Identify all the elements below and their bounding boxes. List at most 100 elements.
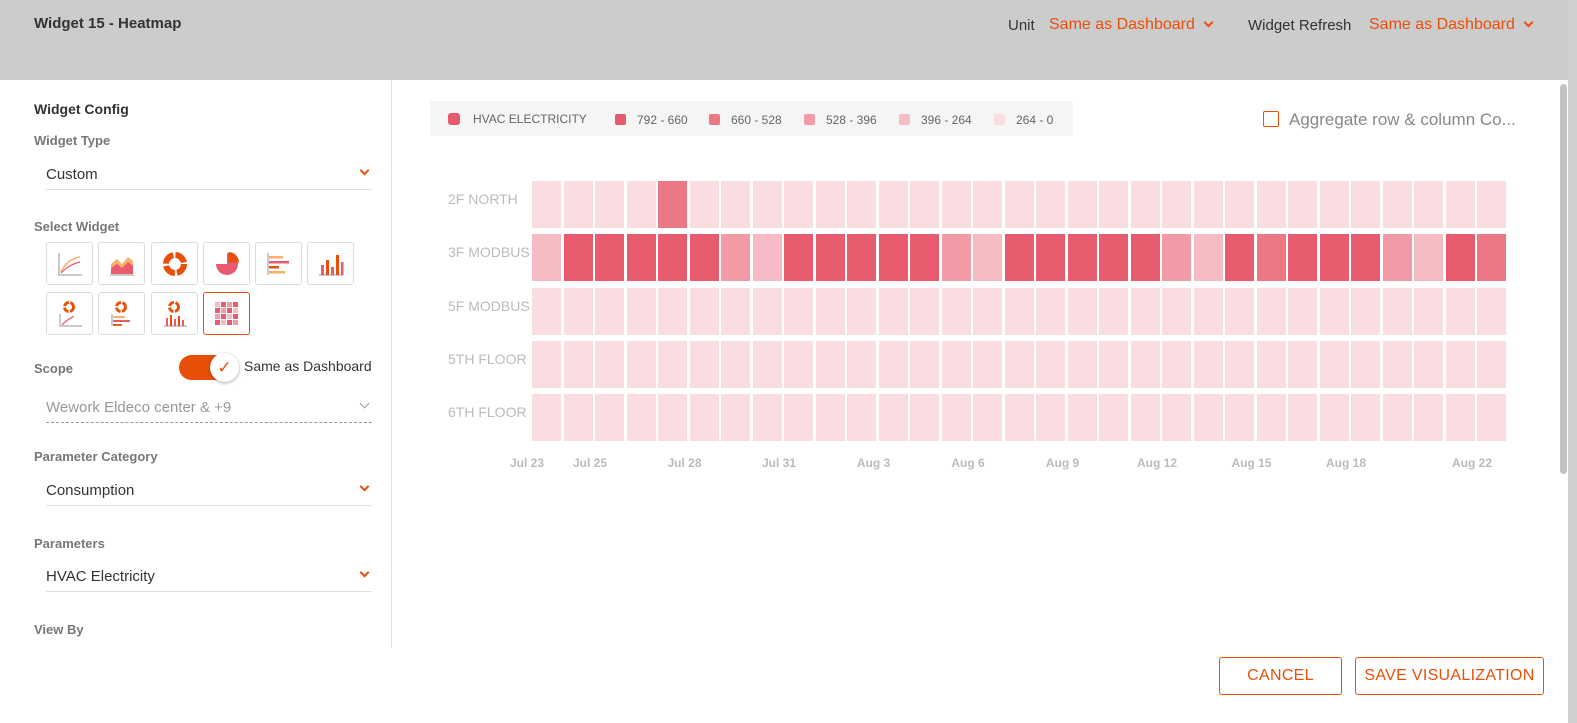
- heatmap-cell[interactable]: [1445, 234, 1475, 282]
- horizontal-bar-chart-option[interactable]: [255, 242, 302, 285]
- heatmap-cell[interactable]: [626, 234, 656, 282]
- heatmap-cell[interactable]: [1414, 234, 1443, 282]
- heatmap-cell[interactable]: [595, 287, 624, 335]
- heatmap-cell[interactable]: [752, 287, 782, 335]
- heatmap-cell[interactable]: [1351, 181, 1380, 228]
- heatmap-cell[interactable]: [1162, 394, 1191, 442]
- heatmap-cell[interactable]: [1414, 394, 1443, 442]
- heatmap-cell[interactable]: [595, 181, 624, 228]
- heatmap-cell[interactable]: [1162, 234, 1191, 282]
- heatmap-cell[interactable]: [815, 340, 845, 388]
- heatmap-cell[interactable]: [1067, 340, 1097, 388]
- donut-chart-option[interactable]: [151, 242, 198, 285]
- heatmap-cell[interactable]: [1382, 234, 1412, 282]
- heatmap-cell[interactable]: [973, 394, 1002, 442]
- heatmap-cell[interactable]: [1036, 234, 1065, 282]
- heatmap-cell[interactable]: [721, 287, 750, 335]
- heatmap-cell[interactable]: [1256, 394, 1286, 442]
- heatmap-cell[interactable]: [878, 287, 908, 335]
- heatmap-cell[interactable]: [1256, 234, 1286, 282]
- heatmap-cell[interactable]: [721, 394, 750, 442]
- heatmap-cell[interactable]: [721, 340, 750, 388]
- heatmap-cell[interactable]: [847, 394, 876, 442]
- aggregate-checkbox[interactable]: [1263, 111, 1279, 127]
- legend-bin-label[interactable]: 660 - 528: [731, 113, 782, 127]
- heatmap-cell[interactable]: [1319, 287, 1349, 335]
- heatmap-cell[interactable]: [1193, 234, 1223, 282]
- heatmap-cell[interactable]: [689, 181, 719, 228]
- heatmap-cell[interactable]: [847, 181, 876, 228]
- heatmap-cell[interactable]: [658, 394, 687, 442]
- heatmap-cell[interactable]: [1382, 287, 1412, 335]
- heatmap-cell[interactable]: [1004, 340, 1034, 388]
- heatmap-cell[interactable]: [815, 181, 845, 228]
- heatmap-cell[interactable]: [658, 340, 687, 388]
- heatmap-cell[interactable]: [910, 394, 939, 442]
- unit-dropdown[interactable]: Same as Dashboard: [1049, 16, 1214, 34]
- heatmap-cell[interactable]: [910, 340, 939, 388]
- heatmap-cell[interactable]: [847, 287, 876, 335]
- heatmap-cell[interactable]: [1036, 181, 1065, 228]
- heatmap-cell[interactable]: [1004, 234, 1034, 282]
- heatmap-cell[interactable]: [941, 340, 971, 388]
- heatmap-cell[interactable]: [752, 340, 782, 388]
- heatmap-cell[interactable]: [689, 234, 719, 282]
- heatmap-cell[interactable]: [1130, 287, 1160, 335]
- heatmap-cell[interactable]: [532, 394, 561, 442]
- heatmap-cell[interactable]: [721, 234, 750, 282]
- heatmap-cell[interactable]: [1351, 394, 1380, 442]
- heatmap-cell[interactable]: [658, 234, 687, 282]
- heatmap-cell[interactable]: [941, 234, 971, 282]
- scope-select[interactable]: Wework Eldeco center & +9: [46, 393, 372, 423]
- heatmap-cell[interactable]: [878, 234, 908, 282]
- heatmap-cell[interactable]: [973, 181, 1002, 228]
- heatmap-cell[interactable]: [784, 394, 813, 442]
- heatmap-cell[interactable]: [1477, 234, 1506, 282]
- scope-toggle[interactable]: ✓: [179, 353, 239, 382]
- heatmap-cell[interactable]: [1193, 394, 1223, 442]
- heatmap-cell[interactable]: [1036, 394, 1065, 442]
- heatmap-cell[interactable]: [1351, 340, 1380, 388]
- heatmap-cell[interactable]: [1193, 340, 1223, 388]
- heatmap-cell[interactable]: [1414, 181, 1443, 228]
- heatmap-cell[interactable]: [1351, 234, 1380, 282]
- heatmap-cell[interactable]: [847, 234, 876, 282]
- heatmap-cell[interactable]: [1004, 394, 1034, 442]
- heatmap-cell[interactable]: [815, 234, 845, 282]
- legend-bin-label[interactable]: 264 - 0: [1016, 113, 1054, 127]
- heatmap-cell[interactable]: [1477, 287, 1506, 335]
- heatmap-cell[interactable]: [941, 181, 971, 228]
- heatmap-cell[interactable]: [1099, 234, 1128, 282]
- heatmap-cell[interactable]: [1477, 340, 1506, 388]
- heatmap-cell[interactable]: [1445, 181, 1475, 228]
- heatmap-cell[interactable]: [1004, 287, 1034, 335]
- heatmap-cell[interactable]: [532, 340, 561, 388]
- heatmap-cell[interactable]: [1288, 234, 1317, 282]
- heatmap-cell[interactable]: [784, 234, 813, 282]
- heatmap-cell[interactable]: [784, 340, 813, 388]
- parameters-select[interactable]: HVAC Electricity: [46, 562, 372, 592]
- heatmap-cell[interactable]: [1477, 394, 1506, 442]
- heatmap-cell[interactable]: [1130, 394, 1160, 442]
- heatmap-cell[interactable]: [1225, 394, 1254, 442]
- widget-refresh-dropdown[interactable]: Same as Dashboard: [1369, 16, 1534, 34]
- legend-bin-label[interactable]: 792 - 660: [637, 113, 688, 127]
- heatmap-cell[interactable]: [626, 340, 656, 388]
- heatmap-cell[interactable]: [1067, 234, 1097, 282]
- heatmap-cell[interactable]: [1382, 394, 1412, 442]
- heatmap-cell[interactable]: [1099, 181, 1128, 228]
- heatmap-cell[interactable]: [973, 287, 1002, 335]
- heatmap-cell[interactable]: [1256, 340, 1286, 388]
- heatmap-cell[interactable]: [1099, 340, 1128, 388]
- heatmap-cell[interactable]: [1319, 181, 1349, 228]
- heatmap-cell[interactable]: [626, 394, 656, 442]
- heatmap-cell[interactable]: [1288, 340, 1317, 388]
- heatmap-cell[interactable]: [1225, 181, 1254, 228]
- heatmap-cell[interactable]: [1036, 287, 1065, 335]
- heatmap-cell[interactable]: [815, 287, 845, 335]
- heatmap-cell[interactable]: [1477, 181, 1506, 228]
- heatmap-cell[interactable]: [1288, 181, 1317, 228]
- heatmap-cell[interactable]: [973, 234, 1002, 282]
- heatmap-option[interactable]: [203, 292, 250, 335]
- heatmap-cell[interactable]: [1225, 234, 1254, 282]
